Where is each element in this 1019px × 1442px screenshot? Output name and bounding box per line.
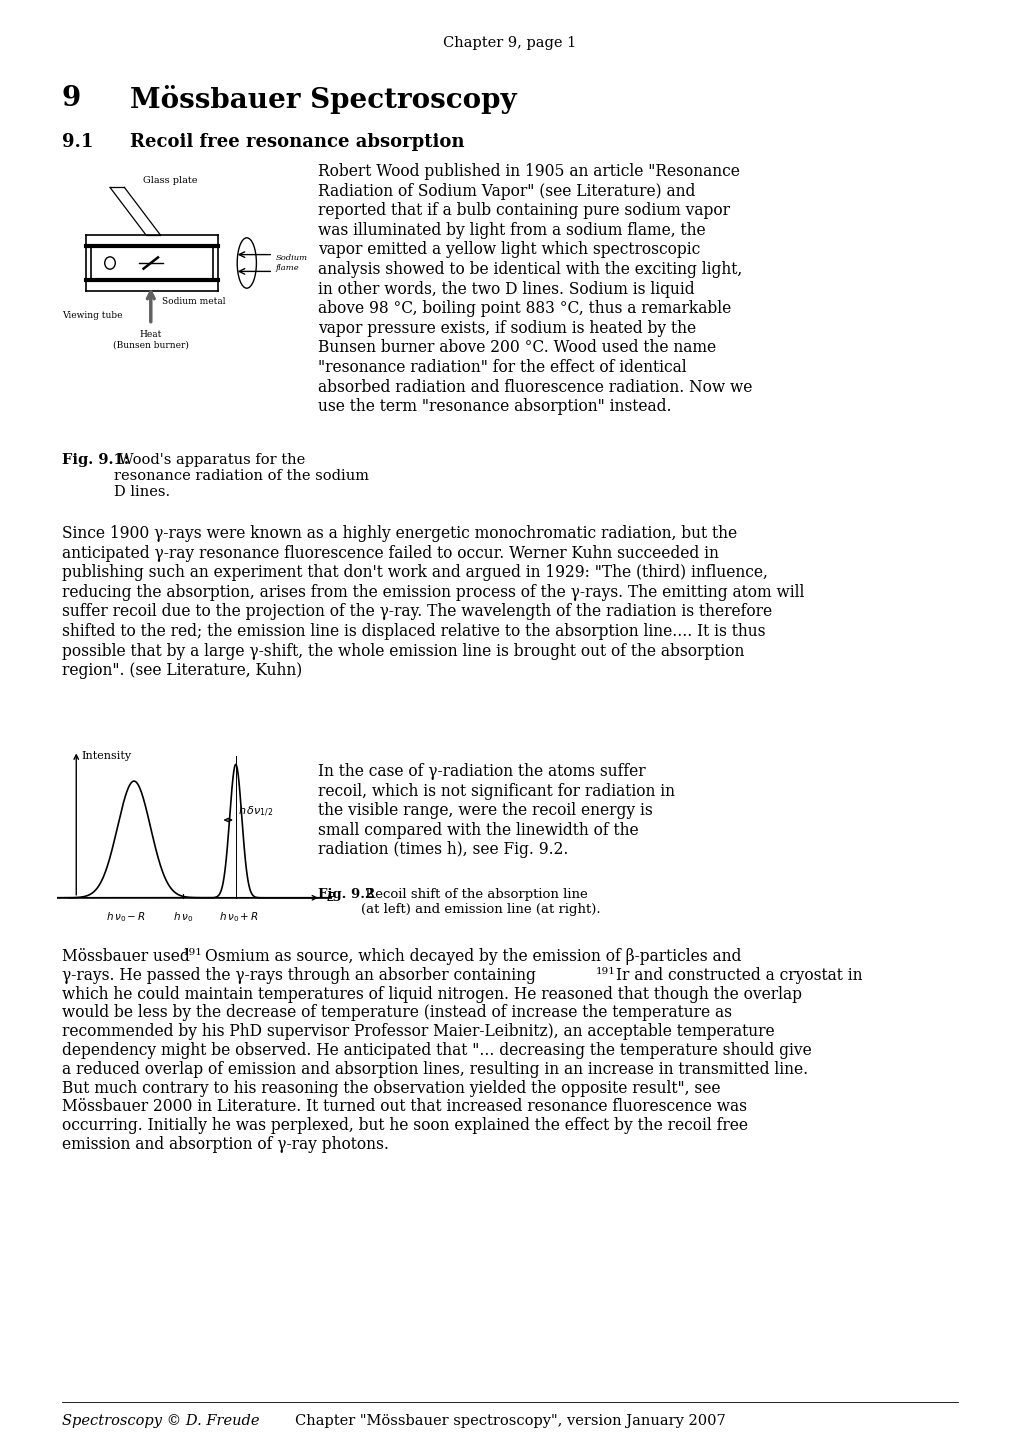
Text: $h\,\nu_0 + R$: $h\,\nu_0 + R$ xyxy=(218,910,258,924)
Text: Viewing tube: Viewing tube xyxy=(62,310,122,320)
Text: Since 1900 γ-rays were known as a highly energetic monochromatic radiation, but : Since 1900 γ-rays were known as a highly… xyxy=(62,525,804,679)
Text: Mössbauer 2000 in Literature. It turned out that increased resonance fluorescenc: Mössbauer 2000 in Literature. It turned … xyxy=(62,1099,746,1116)
Text: Chapter "Mössbauer spectroscopy", version January 2007: Chapter "Mössbauer spectroscopy", versio… xyxy=(294,1415,725,1428)
Text: $h\,\nu_0$: $h\,\nu_0$ xyxy=(173,910,194,924)
Text: But much contrary to his reasoning the observation yielded the opposite result",: But much contrary to his reasoning the o… xyxy=(62,1080,719,1096)
Text: Recoil free resonance absorption: Recoil free resonance absorption xyxy=(129,133,464,151)
Text: Wood's apparatus for the
resonance radiation of the sodium
D lines.: Wood's apparatus for the resonance radia… xyxy=(114,453,369,499)
Text: Mössbauer used: Mössbauer used xyxy=(62,947,195,965)
Text: Glass plate: Glass plate xyxy=(143,176,197,185)
Text: Mössbauer Spectroscopy: Mössbauer Spectroscopy xyxy=(129,85,516,114)
Text: 191: 191 xyxy=(182,947,203,957)
Text: which he could maintain temperatures of liquid nitrogen. He reasoned that though: which he could maintain temperatures of … xyxy=(62,985,801,1002)
Text: dependency might be observed. He anticipated that "... decreasing the temperatur: dependency might be observed. He anticip… xyxy=(62,1043,811,1058)
Text: $h\,\nu_0 - R$: $h\,\nu_0 - R$ xyxy=(106,910,146,924)
Text: $h\,\delta\nu_{1/2}$: $h\,\delta\nu_{1/2}$ xyxy=(237,805,273,819)
Text: 191: 191 xyxy=(595,966,615,976)
Text: Osmium as source, which decayed by the emission of β-particles and: Osmium as source, which decayed by the e… xyxy=(205,947,741,965)
Text: In the case of γ-radiation the atoms suffer
recoil, which is not significant for: In the case of γ-radiation the atoms suf… xyxy=(318,763,675,858)
Text: Chapter 9, page 1: Chapter 9, page 1 xyxy=(443,36,576,50)
Text: Intensity: Intensity xyxy=(82,750,131,760)
Text: Sodium metal: Sodium metal xyxy=(162,297,225,306)
Text: Spectroscopy © D. Freude: Spectroscopy © D. Freude xyxy=(62,1415,259,1428)
Text: Sodium
flame: Sodium flame xyxy=(275,254,308,271)
Text: occurring. Initially he was perplexed, but he soon explained the effect by the r: occurring. Initially he was perplexed, b… xyxy=(62,1118,747,1135)
Text: Fig. 9.1:: Fig. 9.1: xyxy=(62,453,129,467)
Text: 9: 9 xyxy=(62,85,82,112)
Text: Fig. 9.2: Fig. 9.2 xyxy=(318,888,374,901)
Text: emission and absorption of γ-ray photons.: emission and absorption of γ-ray photons… xyxy=(62,1136,388,1154)
Text: Heat
(Bunsen burner): Heat (Bunsen burner) xyxy=(113,330,189,349)
Text: $E$: $E$ xyxy=(326,891,336,904)
Text: a reduced overlap of emission and absorption lines, resulting in an increase in : a reduced overlap of emission and absorp… xyxy=(62,1061,807,1077)
Text: Robert Wood published in 1905 an article "Resonance
Radiation of Sodium Vapor" (: Robert Wood published in 1905 an article… xyxy=(318,163,752,415)
Text: γ-rays. He passed the γ-rays through an absorber containing: γ-rays. He passed the γ-rays through an … xyxy=(62,966,540,983)
Text: Ir and constructed a cryostat in: Ir and constructed a cryostat in xyxy=(615,966,862,983)
Text: 9.1: 9.1 xyxy=(62,133,94,151)
Text: would be less by the decrease of temperature (instead of increase the temperatur: would be less by the decrease of tempera… xyxy=(62,1005,732,1021)
Text: Recoil shift of the absorption line
(at left) and emission line (at right).: Recoil shift of the absorption line (at … xyxy=(361,888,600,916)
Text: recommended by his PhD supervisor Professor Maier-Leibnitz), an acceptable tempe: recommended by his PhD supervisor Profes… xyxy=(62,1024,773,1040)
